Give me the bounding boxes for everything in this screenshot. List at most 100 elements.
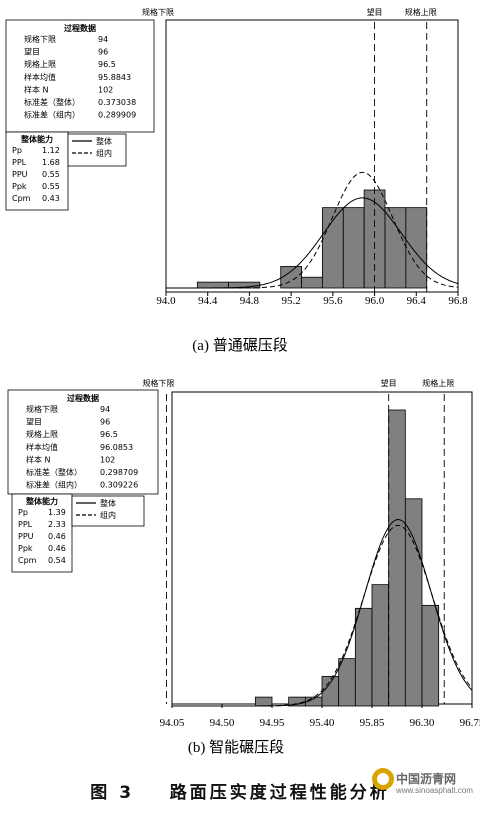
capability-value-0: 1.39 (48, 508, 66, 517)
histogram-bar-9 (421, 604, 440, 707)
process-data-value-0: 94 (100, 405, 110, 414)
target-label: 望目 (367, 7, 383, 17)
capability-label-3: Ppk (18, 544, 33, 553)
legend-box (71, 495, 145, 527)
x-tick-label-3: 95.40 (310, 717, 335, 729)
usl-label: 规格上限 (422, 378, 454, 388)
process-data-value-3: 96.0853 (100, 443, 133, 452)
histogram-bar-3 (301, 276, 323, 289)
process-data-label-5: 标准差（整体） (26, 467, 82, 477)
x-tick-label-1: 94.50 (210, 717, 235, 729)
capability-value-3: 0.46 (48, 544, 66, 553)
process-data-value-1: 96 (98, 48, 108, 57)
capability-value-1: 1.68 (42, 158, 60, 167)
histogram-bar-4 (338, 658, 356, 707)
capability-label-4: Cpm (18, 556, 37, 565)
capability-box (5, 131, 69, 211)
process-data-value-5: 0.298709 (100, 468, 138, 477)
histogram-bar-6 (371, 584, 390, 707)
x-tick-label-7: 96.8 (448, 295, 468, 307)
process-data-value-3: 95.8843 (98, 73, 131, 82)
process-data-box (7, 389, 159, 495)
x-tick-label-4: 95.85 (360, 717, 385, 729)
subcaption: (b) 智能碾压段 (188, 738, 284, 756)
histogram-bar-0 (196, 281, 229, 289)
process-data-label-1: 望目 (24, 47, 40, 57)
figure-caption: 图 3 路面压实度过程性能分析 (0, 778, 480, 803)
x-tick-label-2: 94.95 (260, 717, 285, 729)
histogram-bar-5 (342, 207, 365, 289)
x-tick-label-0: 94.0 (156, 295, 176, 307)
capability-label-2: PPU (12, 170, 28, 179)
process-data-label-2: 规格上限 (26, 429, 58, 439)
x-tick-label-4: 95.6 (323, 295, 343, 307)
capability-value-2: 0.46 (48, 532, 66, 541)
lsl-label: 规格下限 (142, 378, 174, 388)
x-tick-label-3: 95.2 (282, 295, 301, 307)
subcaption: (a) 普通碾压段 (192, 337, 287, 354)
x-tick-label-1: 94.4 (198, 295, 218, 307)
capability-label-3: Ppk (12, 182, 27, 191)
watermark-url: www.sinoasphalt.com (396, 786, 473, 795)
histogram-bar-0 (254, 696, 273, 707)
capability-value-4: 0.54 (48, 556, 66, 565)
capability-label-4: Cpm (12, 194, 31, 203)
capability-value-3: 0.55 (42, 182, 60, 191)
histogram-bar-8 (404, 498, 423, 707)
x-tick-label-5: 96.30 (410, 717, 435, 729)
process-data-value-6: 0.289909 (98, 111, 136, 120)
capability-value-1: 2.33 (48, 520, 66, 529)
capability-value-0: 1.12 (42, 146, 60, 155)
histogram-bar-2 (280, 266, 302, 289)
capability-label-1: PPL (12, 158, 27, 167)
legend-label-1: 组内 (96, 148, 112, 158)
process-data-value-2: 96.5 (100, 430, 118, 439)
capability-value-4: 0.43 (42, 194, 60, 203)
process-data-label-6: 标准差（组内） (26, 480, 82, 490)
process-data-value-1: 96 (100, 418, 110, 427)
process-data-label-2: 规格上限 (24, 59, 56, 69)
capability-label-0: Pp (12, 146, 22, 155)
within-fit-curve (166, 171, 459, 289)
capability-value-2: 0.55 (42, 170, 60, 179)
usl-label: 规格上限 (405, 7, 437, 17)
process-data-label-3: 样本均值 (26, 442, 58, 452)
process-data-value-4: 102 (98, 85, 113, 94)
histogram-bar-8 (405, 207, 428, 289)
histogram-bar-7 (384, 207, 407, 289)
capability-title: 整体能力 (20, 134, 53, 144)
legend-box (67, 133, 127, 167)
legend-label-1: 组内 (100, 510, 116, 520)
watermark-logo-icon (372, 768, 394, 790)
process-data-value-4: 102 (100, 455, 115, 464)
watermark-name: 中国沥青网 (396, 772, 457, 786)
process-data-label-4: 样本 N (24, 84, 49, 94)
process-data-value-2: 96.5 (98, 60, 116, 69)
process-data-value-5: 0.373038 (98, 98, 136, 107)
capability-box (11, 493, 73, 573)
x-tick-label-6: 96.75 (460, 717, 480, 729)
process-data-value-6: 0.309226 (100, 481, 138, 490)
process-data-label-0: 规格下限 (26, 404, 58, 414)
capability-label-1: PPL (18, 520, 33, 529)
process-data-label-5: 标准差（整体） (24, 97, 80, 107)
process-data-value-0: 94 (98, 35, 108, 44)
target-label: 望目 (381, 378, 397, 388)
process-data-title: 过程数据 (67, 393, 99, 403)
watermark: 中国沥青网 www.sinoasphalt.com (372, 764, 480, 810)
x-tick-label-6: 96.4 (407, 295, 427, 307)
histogram-bar-4 (322, 207, 344, 289)
lsl-label: 规格下限 (142, 7, 174, 17)
legend-label-0: 整体 (96, 136, 112, 146)
x-tick-label-5: 96.0 (365, 295, 385, 307)
process-data-label-1: 望目 (26, 417, 42, 427)
figure-caption-text: 路面压实度过程性能分析 (169, 783, 390, 803)
figure-caption-prefix: 图 3 (90, 783, 135, 803)
process-data-box (5, 19, 155, 133)
legend-label-0: 整体 (100, 498, 116, 508)
capability-label-0: Pp (18, 508, 28, 517)
histogram-bar-3 (321, 676, 340, 707)
